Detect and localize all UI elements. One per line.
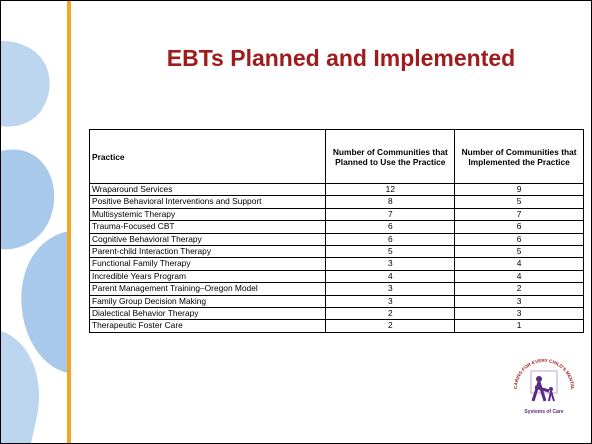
count-cell: 6: [454, 220, 584, 234]
count-cell: 5: [454, 195, 584, 209]
header-cell: Practice: [88, 129, 327, 184]
logo-figure: [536, 376, 542, 382]
table-row: Incredible Years Program 4 4: [88, 269, 584, 284]
shape: [21, 231, 69, 373]
count-cell: 7: [325, 207, 456, 222]
count-cell: 6: [325, 220, 456, 234]
count-cell: 2: [454, 282, 584, 296]
table: Practice Number of Communities that Plann…: [88, 129, 584, 333]
table-row: Wraparound Services 12 9: [88, 182, 584, 197]
decoration: [1, 1, 71, 443]
count-cell: 4: [325, 269, 456, 284]
count-cell: 6: [454, 232, 584, 247]
count-cell: 12: [325, 182, 456, 197]
table-row: Positive Behavioral Interventions and Su…: [88, 195, 584, 209]
count-cell: 5: [325, 245, 456, 259]
table-body: Wraparound Services 12 9 Positive Behaviora…: [88, 182, 584, 333]
table-row: Parent Management Training–Oregon Model 3…: [88, 282, 584, 296]
table-row: Dialectical Behavior Therapy 2 3: [88, 307, 584, 321]
table-row: Functional Family Therapy 3 4: [88, 257, 584, 271]
count-cell: 3: [325, 294, 456, 309]
logo-figure: [531, 381, 550, 402]
shape: [1, 149, 55, 250]
count-cell: 8: [325, 195, 456, 209]
count-cell: 2: [325, 319, 456, 333]
count-cell: 5: [454, 245, 584, 259]
count-cell: 2: [325, 307, 456, 321]
practice-cell: Parent Management Training–Oregon Model: [88, 282, 327, 296]
table-row: Cognitive Behavioral Therapy 6 6: [88, 232, 584, 247]
count-cell: 4: [454, 257, 584, 271]
practice-cell: Cognitive Behavioral Therapy: [88, 232, 327, 247]
table-row: Therapeutic Foster Care 2 1: [88, 319, 584, 333]
shape: [1, 331, 40, 443]
practice-cell: Multisystemic Therapy: [88, 207, 327, 222]
title: EBTs Planned and Implemented: [166, 45, 516, 71]
practice-cell: Incredible Years Program: [88, 269, 327, 284]
practice-cell: Functional Family Therapy: [88, 257, 327, 271]
logo-caption: Systems of Care: [524, 409, 563, 415]
table-row: Family Group Decision Making 3 3: [88, 294, 584, 309]
practice-cell: Trauma-Focused CBT: [88, 220, 327, 234]
practice-cell: Wraparound Services: [88, 182, 327, 197]
logo-figure: [548, 390, 555, 402]
practice-cell: Dialectical Behavior Therapy: [88, 307, 327, 321]
count-cell: 1: [454, 319, 584, 333]
count-cell: 3: [454, 294, 584, 309]
header-cell: Number of Communities that Planned to Us…: [325, 129, 456, 184]
count-cell: 9: [454, 182, 584, 197]
logo: CARING FOR EVERY CHILD'S MENTAL HEALTH S…: [509, 351, 575, 415]
count-cell: 3: [454, 307, 584, 321]
count-cell: 7: [454, 207, 584, 222]
practice-cell: Parent-child Interaction Therapy: [88, 245, 327, 259]
practice-cell: Therapeutic Foster Care: [88, 319, 327, 333]
logo-figure: [549, 387, 553, 391]
header-cell: Number of Communities that Implemented t…: [454, 129, 584, 184]
table-row: Multisystemic Therapy 7 7: [88, 207, 584, 222]
table-row: Parent-child Interaction Therapy 5 5: [88, 245, 584, 259]
practice-cell: Positive Behavioral Interventions and Su…: [88, 195, 327, 209]
accent-line: [67, 1, 71, 443]
count-cell: 3: [325, 282, 456, 296]
count-cell: 6: [325, 232, 456, 247]
header-row: Practice Number of Communities that Plann…: [88, 129, 584, 184]
count-cell: 3: [325, 257, 456, 271]
table-row: Trauma-Focused CBT 6 6: [88, 220, 584, 234]
count-cell: 4: [454, 269, 584, 284]
shape: [1, 41, 50, 127]
practice-cell: Family Group Decision Making: [88, 294, 327, 309]
